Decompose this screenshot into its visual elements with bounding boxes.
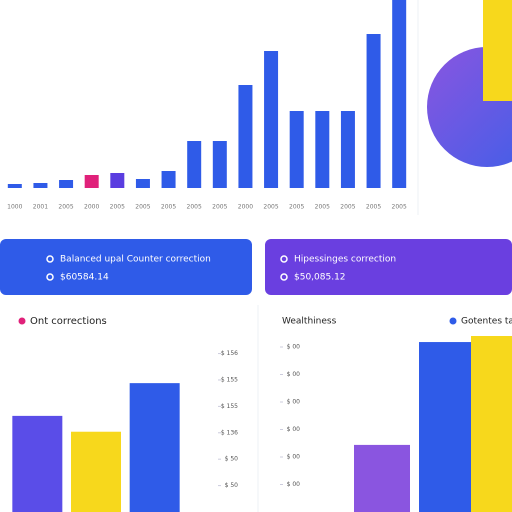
bar: [471, 336, 512, 512]
card-value: $50,085.12: [294, 273, 346, 283]
bar: [12, 415, 63, 512]
bar: [110, 173, 125, 188]
card-title: Balanced upal Counter correction: [60, 255, 211, 265]
bar: [419, 342, 475, 512]
y-tick-label: $ 00: [287, 426, 301, 433]
x-tick-label: 2005: [366, 204, 381, 211]
bullet: [46, 273, 54, 281]
card[interactable]: [0, 239, 252, 295]
bar: [161, 171, 176, 188]
x-tick-label: 2000: [238, 204, 253, 211]
bar: [129, 383, 180, 512]
x-tick-label: 2001: [33, 204, 48, 211]
bullet: [280, 255, 288, 263]
y-tick-label: $ 00: [287, 481, 301, 488]
bar: [392, 0, 407, 188]
y-tick-label: $ 156: [221, 350, 238, 357]
y-tick-label: $ 00: [287, 399, 301, 406]
x-tick-label: 2005: [161, 204, 176, 211]
y-tick-label: $ 155: [221, 376, 238, 383]
bar: [264, 51, 279, 188]
x-tick-label: 2005: [392, 204, 407, 211]
y-tick-label: $ 50: [225, 456, 239, 463]
panel-title: Ont corrections: [30, 316, 107, 327]
y-tick-label: $ 155: [221, 403, 238, 410]
y-tick-label: $ 00: [287, 371, 301, 378]
bullet: [46, 255, 54, 263]
x-tick-label: 2005: [135, 204, 150, 211]
x-tick-label: 2005: [110, 204, 125, 211]
legend-label: Gotentes ta: [461, 317, 512, 327]
x-tick-label: 2005: [340, 204, 355, 211]
bar: [315, 111, 330, 188]
x-tick-label: 2005: [212, 204, 227, 211]
bar: [238, 85, 253, 188]
bar: [135, 179, 150, 188]
bar: [7, 184, 22, 188]
bar: [354, 444, 410, 512]
x-tick-label: 2005: [315, 204, 330, 211]
card[interactable]: [265, 239, 512, 295]
bar: [212, 141, 227, 188]
bar: [71, 431, 121, 512]
bar: [289, 111, 304, 188]
x-tick-label: 2005: [187, 204, 202, 211]
y-tick-label: $ 50: [225, 482, 239, 489]
card-value: $60584.14: [60, 273, 109, 283]
y-tick-label: $ 136: [221, 429, 238, 436]
bar: [84, 175, 99, 188]
bullet: [280, 273, 288, 281]
pie-slice: [483, 0, 512, 101]
y-tick-label: $ 00: [287, 344, 301, 351]
x-tick-label: 2005: [263, 204, 278, 211]
legend-dot: [18, 317, 26, 325]
x-tick-label: 1000: [7, 204, 22, 211]
y-tick-label: $ 00: [287, 454, 301, 461]
x-tick-label: 2005: [289, 204, 304, 211]
bar: [340, 111, 355, 188]
x-tick-label: 2005: [58, 204, 73, 211]
bar: [366, 34, 381, 188]
legend-dot: [449, 317, 457, 325]
bar: [187, 141, 202, 188]
panel-title: Wealthiness: [282, 317, 337, 327]
card-title: Hipessinges correction: [294, 255, 396, 265]
x-tick-label: 2000: [84, 204, 99, 211]
bar: [33, 183, 48, 188]
bar: [59, 180, 74, 188]
